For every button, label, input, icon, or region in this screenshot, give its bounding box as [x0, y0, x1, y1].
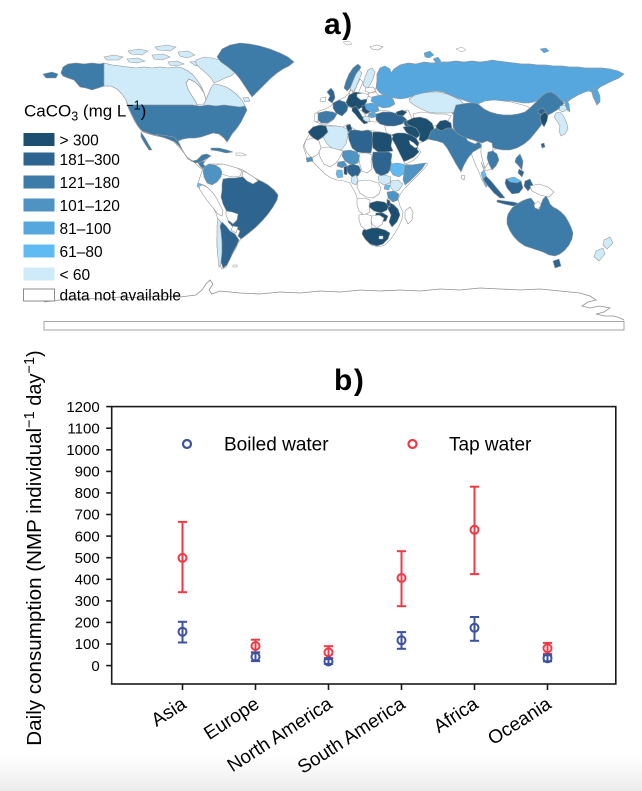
svg-text:Daily consumption (NMP individ: Daily consumption (NMP individual−1 day−… — [22, 350, 46, 745]
svg-text:data not available: data not available — [60, 288, 182, 305]
svg-text:900: 900 — [75, 464, 100, 481]
svg-text:500: 500 — [75, 550, 100, 567]
svg-text:300: 300 — [75, 593, 100, 610]
svg-text:Oceania: Oceania — [484, 693, 555, 749]
svg-text:600: 600 — [75, 528, 100, 545]
svg-text:0: 0 — [91, 658, 99, 675]
svg-text:1100: 1100 — [67, 420, 99, 437]
svg-text:121–180: 121–180 — [60, 175, 121, 192]
svg-text:Europe: Europe — [200, 694, 263, 745]
svg-text:100: 100 — [75, 636, 100, 653]
svg-text:CaCO3 (mg L−1): CaCO3 (mg L−1) — [24, 99, 146, 124]
svg-text:200: 200 — [75, 615, 100, 632]
svg-text:101–120: 101–120 — [60, 198, 121, 215]
svg-text:Asia: Asia — [148, 693, 191, 731]
svg-text:< 60: < 60 — [60, 267, 91, 284]
svg-text:700: 700 — [75, 507, 100, 524]
svg-text:400: 400 — [75, 572, 100, 589]
svg-text:800: 800 — [75, 485, 100, 502]
svg-text:1000: 1000 — [66, 442, 99, 459]
svg-text:Boiled water: Boiled water — [224, 435, 329, 456]
svg-text:> 300: > 300 — [60, 132, 100, 149]
svg-text:61–80: 61–80 — [60, 244, 103, 261]
svg-text:Africa: Africa — [430, 693, 483, 737]
svg-text:1200: 1200 — [66, 399, 99, 416]
svg-text:Tap water: Tap water — [449, 435, 532, 456]
svg-text:181–300: 181–300 — [60, 152, 121, 169]
svg-text:81–100: 81–100 — [60, 221, 112, 238]
